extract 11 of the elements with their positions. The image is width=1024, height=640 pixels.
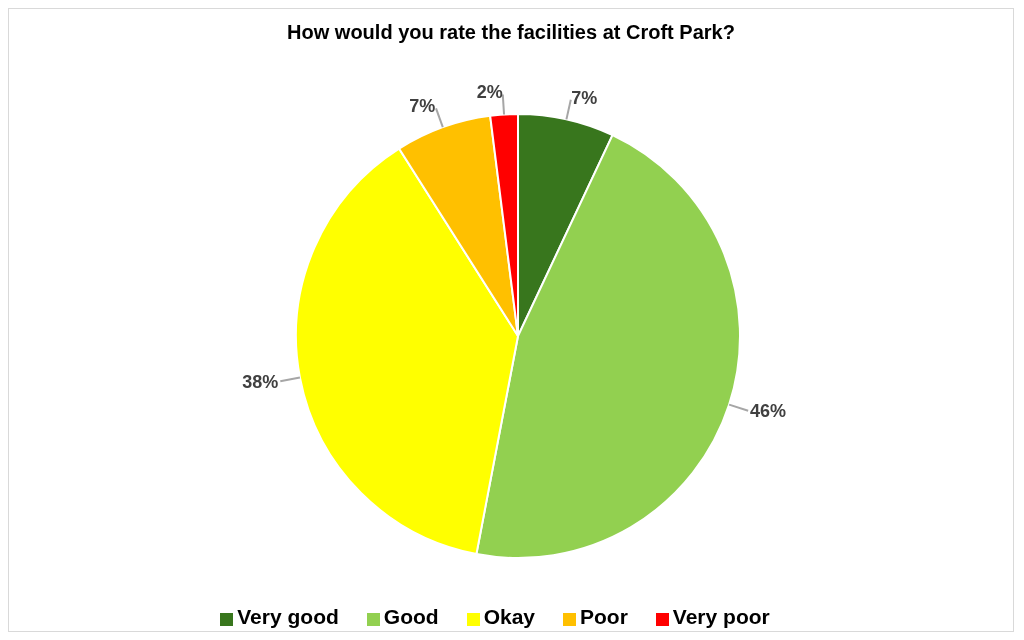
data-label: 2% xyxy=(476,82,503,103)
legend-label: Poor xyxy=(580,605,628,628)
legend-label: Very good xyxy=(237,605,339,628)
chart-title: How would you rate the facilities at Croft Park? xyxy=(286,20,736,45)
data-label: 7% xyxy=(571,87,598,108)
data-label: 38% xyxy=(242,371,279,392)
data-label: 7% xyxy=(409,96,436,117)
legend-label: Okay xyxy=(483,605,535,628)
legend-label: Very poor xyxy=(672,605,770,628)
data-label: 46% xyxy=(750,401,787,422)
legend-label: Good xyxy=(383,605,439,628)
